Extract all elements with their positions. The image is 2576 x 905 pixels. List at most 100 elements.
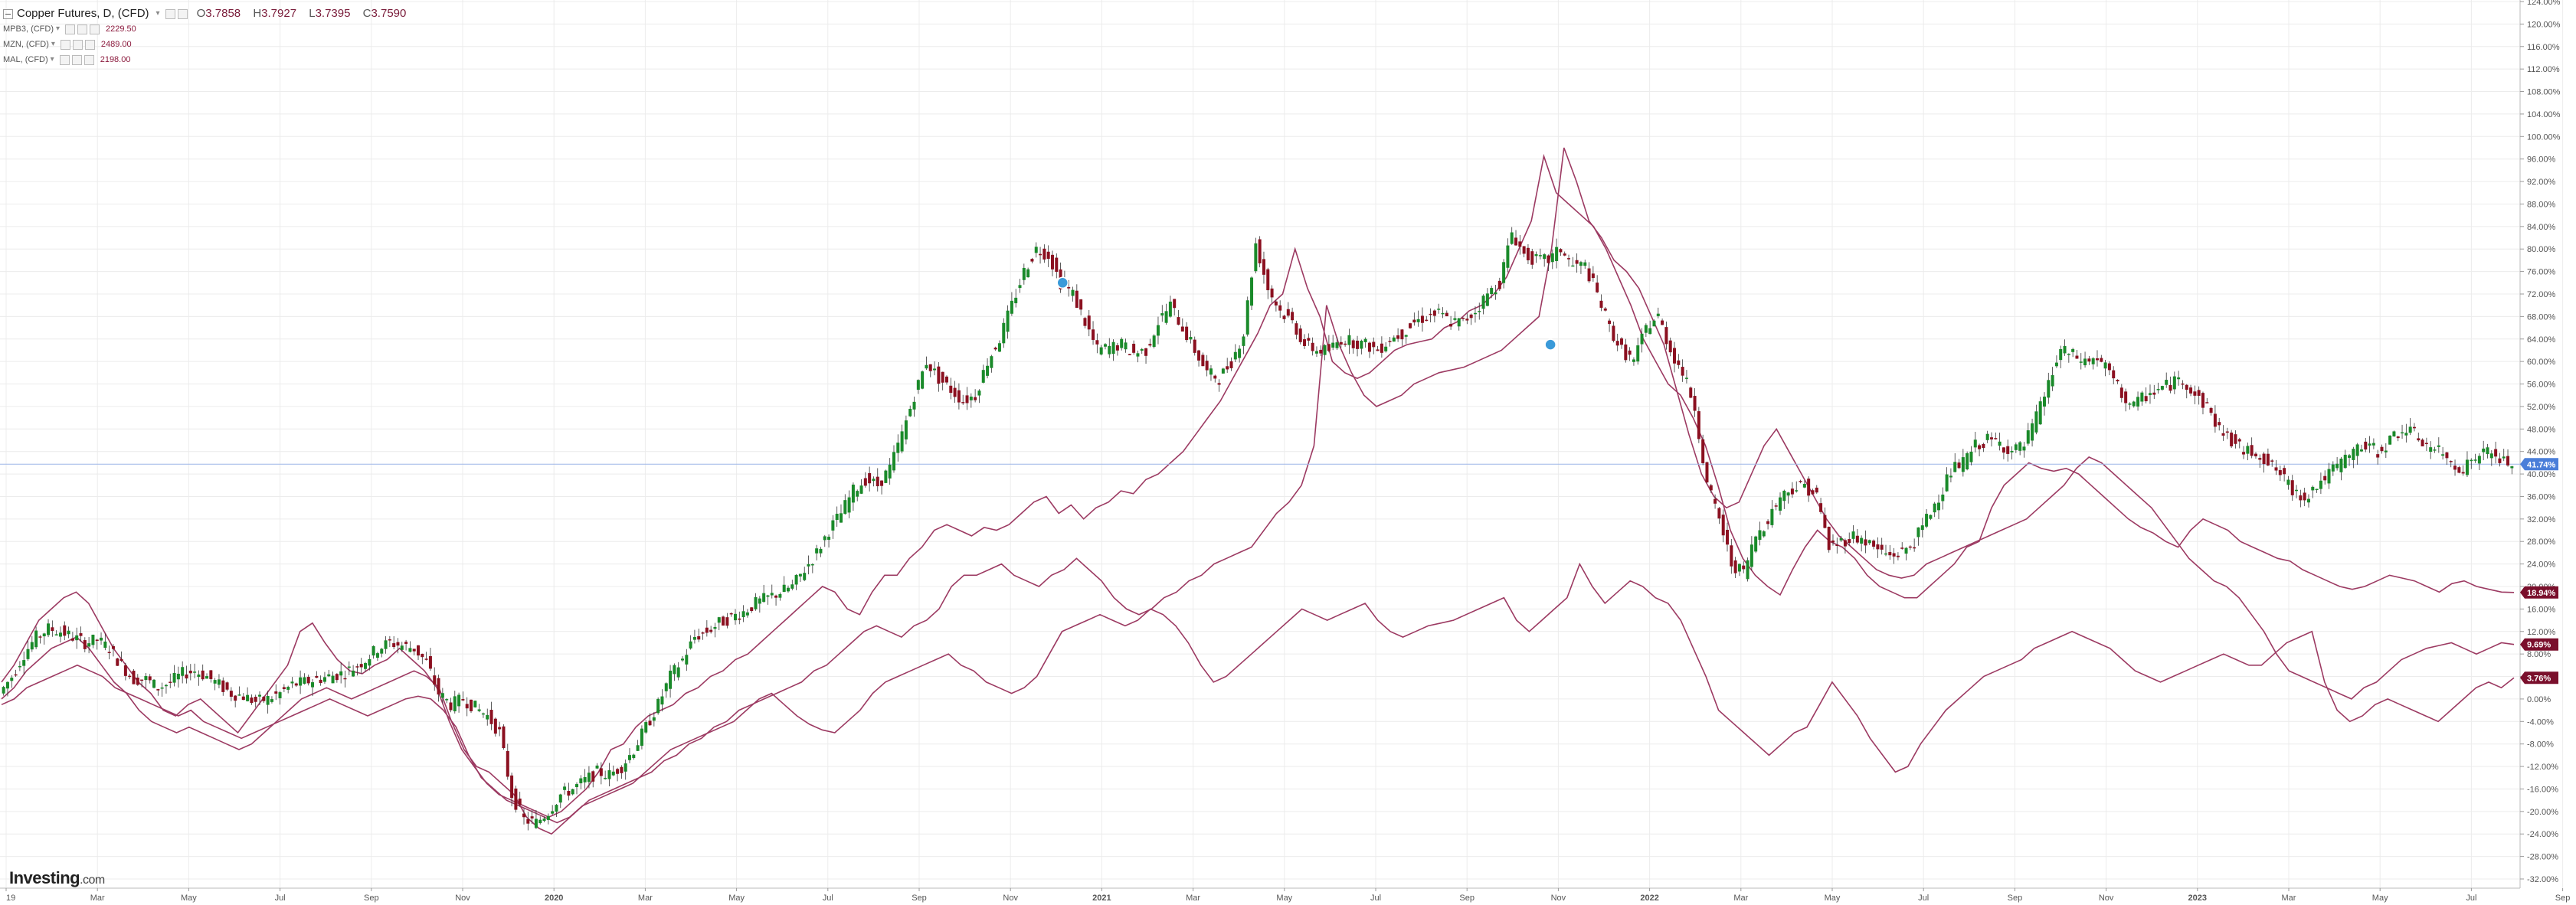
candle-body [10,678,14,681]
candle-body [754,596,758,609]
candle-body [2006,446,2010,454]
candle-body [1461,318,1465,319]
candle-body [648,720,652,726]
candle-body [921,371,925,389]
candle-body [1774,505,1778,507]
chevron-down-icon[interactable]: ▾ [50,55,54,64]
candle-body [1819,503,1823,512]
eye-icon[interactable] [59,54,70,65]
candle-body [1298,328,1302,342]
candle-body [1550,253,1554,263]
x-tick-label: 2022 [1640,894,1658,903]
candle-body [2230,432,2234,446]
candle-body [868,472,872,484]
candle-body [1189,337,1193,340]
candle-body [778,593,782,598]
comparison-row-mzn[interactable]: MZN, (CFD) ▾ 2489.00 [3,37,406,52]
chevron-down-icon[interactable]: ▾ [51,40,55,48]
y-tick-label: 28.00% [2527,537,2556,547]
candle-body [5,681,9,689]
candle-body [1156,325,1160,336]
candle-body [359,664,363,668]
candle-body [140,679,144,681]
main-series-row[interactable]: Copper Futures, D, (CFD) ▾ O3.7858 H3.79… [3,6,406,21]
candle-body [1217,383,1221,385]
settings-icon[interactable] [71,54,82,65]
candle-body [1404,335,1408,337]
candle-body [839,513,843,523]
settings-icon[interactable] [165,8,175,19]
close-icon[interactable] [84,39,95,50]
candle-body [1481,296,1485,309]
candle-body [685,655,689,665]
candle-body [1457,318,1461,327]
eye-icon[interactable] [65,24,76,34]
candle-body [591,771,595,782]
candle-body [705,627,709,633]
candle-body [1367,342,1371,352]
candle-body [164,684,168,687]
candle-body [692,637,696,640]
price-badges: 41.74% 18.94% 9.69% 3.76% [2520,458,2558,684]
candle-body [428,655,432,669]
candle-body [2156,389,2160,390]
candle-body [673,665,676,675]
candle-body [965,395,969,403]
candle-body [327,674,331,677]
close-icon[interactable] [83,54,94,65]
event-marker[interactable] [1544,338,1556,351]
candle-body [63,625,67,636]
candle-body [856,491,859,497]
close-icon[interactable] [177,8,188,19]
y-tick-label: 64.00% [2527,335,2556,345]
candle-body [1603,308,1607,311]
candle-body [1555,247,1559,261]
candle-body [2343,454,2347,469]
comparison-row-mal[interactable]: MAL, (CFD) ▾ 2198.00 [3,52,406,67]
candle-body [2295,489,2299,492]
close-icon[interactable] [90,24,100,34]
candle-body [990,356,993,368]
x-tick-label: Nov [455,894,470,903]
candle-body [1998,441,2002,446]
candle-body [766,595,770,597]
candle-body [67,630,70,635]
candle-body [1929,515,1933,519]
candle-body [449,702,453,711]
event-marker[interactable] [1056,276,1069,289]
candle-body [197,674,201,678]
candle-body [1632,359,1635,362]
candle-body [1449,324,1453,327]
candle-body [2100,358,2103,362]
candle-body [2327,469,2331,484]
candle-body [1034,247,1038,253]
y-tick-label: 8.00% [2527,650,2551,659]
collapse-icon[interactable] [3,8,13,19]
chevron-down-icon[interactable]: ▾ [155,9,160,18]
candle-body [733,613,737,621]
x-tick-label: May [181,894,197,903]
x-axis: 19 Mar May Jul Sep Nov 2020 Mar May Jul Sep Nov 2021… [0,887,2570,903]
candle-body [2,687,5,694]
x-tick-label: 19 [6,894,15,903]
candle-body [18,665,21,668]
y-tick-label: 100.00% [2527,132,2561,142]
settings-icon[interactable] [72,39,83,50]
eye-icon[interactable] [60,39,70,50]
candle-body [697,635,701,640]
candle-body [384,640,388,649]
comparison-row-mpb3[interactable]: MPB3, (CFD) ▾ 2229.50 [3,21,406,37]
candle-body [95,639,99,642]
candle-body [75,635,79,641]
candle-body [587,773,591,782]
chevron-down-icon[interactable]: ▾ [56,25,61,33]
candle-body [1006,310,1010,332]
candle-body [2494,449,2498,457]
candle-body [774,595,778,598]
candle-body [1092,329,1095,340]
candle-body [1148,344,1152,346]
candle-body [941,371,944,383]
candle-body [368,658,372,666]
settings-icon[interactable] [77,24,88,34]
